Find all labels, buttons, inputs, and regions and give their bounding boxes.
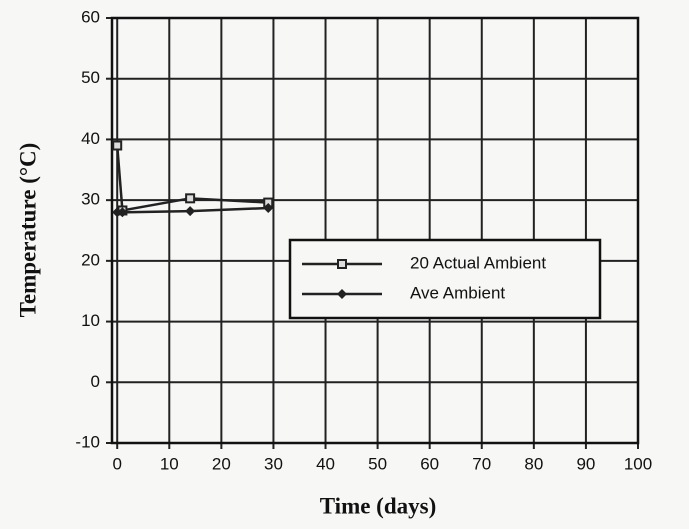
- legend-marker: [337, 259, 347, 269]
- x-tick-label: 50: [368, 454, 387, 473]
- legend-label: Ave Ambient: [410, 283, 505, 302]
- data-point: [117, 207, 128, 218]
- x-tick-label: 20: [212, 454, 231, 473]
- series-line: [115, 145, 269, 212]
- x-axis-label: Time (days): [320, 493, 437, 518]
- y-tick-label: 40: [81, 129, 100, 148]
- data-point: [185, 206, 196, 217]
- data-point: [112, 140, 123, 151]
- y-tick-label: 20: [81, 250, 100, 269]
- plot-frame: [110, 16, 640, 445]
- y-axis-label: Temperature (°C): [15, 143, 40, 318]
- x-tick-label: 60: [420, 454, 439, 473]
- x-tick-label: 10: [160, 454, 179, 473]
- y-tick-label: 60: [81, 7, 100, 26]
- legend-box: [288, 238, 602, 320]
- y-tick-label: 50: [81, 68, 100, 87]
- y-tick-label: 0: [91, 372, 100, 391]
- x-tick-label: 70: [472, 454, 491, 473]
- x-tick-label: 30: [264, 454, 283, 473]
- data-point: [185, 193, 196, 204]
- legend-marker: [337, 289, 347, 299]
- x-tick-label: 0: [112, 454, 121, 473]
- x-tick-label: 90: [576, 454, 595, 473]
- x-tick-label: 80: [524, 454, 543, 473]
- legend-label: 20 Actual Ambient: [410, 253, 546, 272]
- data-point: [112, 207, 123, 218]
- y-tick-label: -10: [75, 432, 100, 451]
- x-tick-label: 100: [624, 454, 652, 473]
- x-tick-label: 40: [316, 454, 335, 473]
- y-tick-label: 10: [81, 311, 100, 330]
- data-point: [263, 203, 274, 214]
- y-tick-label: 30: [81, 190, 100, 209]
